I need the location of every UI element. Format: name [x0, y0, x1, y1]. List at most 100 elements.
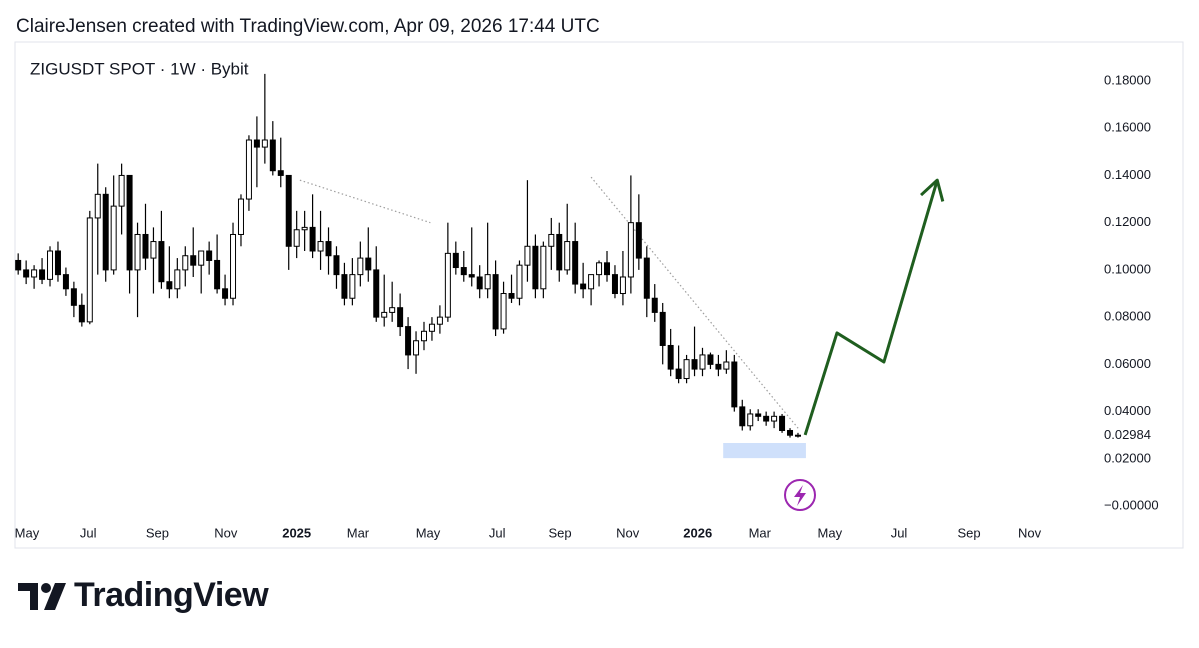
plot: 0.18000 0.16000 0.14000 0.12000 0.10000 0.080…	[15, 72, 1159, 540]
y-tick-label: 0.06000	[1104, 356, 1151, 371]
candle-body	[31, 269, 38, 278]
candle-body	[413, 340, 420, 356]
candle-body	[39, 269, 46, 280]
candle-body	[651, 297, 658, 313]
x-tick-label: Jul	[489, 525, 506, 540]
trend-line	[299, 179, 431, 224]
candle-body	[301, 226, 308, 231]
candle-body	[365, 257, 372, 271]
candle-body	[643, 257, 650, 299]
candle-body	[508, 293, 515, 299]
candle-body	[373, 269, 380, 318]
candle-body	[309, 226, 316, 252]
support-zone	[723, 443, 806, 459]
candle-body	[779, 415, 786, 431]
candle-body	[245, 139, 252, 200]
candle-body	[293, 229, 300, 247]
candle-body	[691, 359, 698, 370]
candle-body	[794, 434, 801, 437]
candle-body	[723, 361, 730, 370]
candle-body	[755, 413, 762, 417]
candle-body	[771, 415, 778, 422]
candle-body	[54, 250, 61, 276]
candle-body	[500, 293, 507, 330]
candle-body	[731, 361, 738, 408]
x-tick-label: Mar	[749, 525, 772, 540]
candle-body	[604, 262, 611, 276]
candle-body	[261, 139, 268, 148]
chart-frame	[14, 41, 1184, 549]
candle-body	[627, 222, 634, 278]
y-tick-label: 0.04000	[1104, 403, 1151, 418]
candle-body	[699, 354, 706, 370]
candle-body	[78, 304, 85, 323]
x-tick-label: May	[416, 525, 441, 540]
candle-body	[222, 288, 229, 299]
x-tick-label: Sep	[548, 525, 571, 540]
candle-body	[23, 269, 30, 278]
y-tick-label: −0.00000	[1104, 498, 1159, 513]
candle-body	[341, 274, 348, 299]
y-tick-label: 0.10000	[1104, 261, 1151, 276]
y-tick-label: 0.14000	[1104, 167, 1151, 182]
candle-body	[126, 174, 133, 271]
candle-body	[62, 274, 69, 290]
x-tick-label: Nov	[1018, 525, 1042, 540]
y-tick-label: 0.18000	[1104, 72, 1151, 87]
attribution: ClaireJensen created with TradingView.co…	[16, 16, 600, 37]
candle-body	[70, 288, 77, 306]
candle-body	[580, 283, 587, 290]
candle-body	[110, 205, 117, 271]
candle-body	[190, 255, 197, 266]
x-tick-label: Sep	[146, 525, 169, 540]
x-tick-label: 2025	[282, 525, 311, 540]
last-price-label: 0.02984	[1104, 427, 1151, 442]
forecast-arrow	[803, 179, 939, 436]
trend-line	[590, 176, 801, 431]
candle-body	[206, 250, 213, 261]
candle-body	[707, 354, 714, 365]
candle-body	[325, 241, 332, 257]
candle-body	[317, 241, 324, 252]
x-tick-label: Mar	[347, 525, 370, 540]
candle-body	[436, 316, 443, 325]
candle-body	[174, 269, 181, 290]
y-tick-label: 0.02000	[1104, 450, 1151, 465]
event-icon	[784, 479, 816, 511]
logo-text: TradingView	[74, 576, 269, 614]
candle-body	[86, 217, 93, 323]
candle-body	[683, 359, 690, 380]
candle-body	[134, 233, 141, 271]
y-tick-label: 0.16000	[1104, 120, 1151, 135]
candle-body	[150, 241, 157, 259]
candle-body	[397, 307, 404, 328]
logo-icon	[18, 583, 66, 610]
candle-body	[357, 257, 364, 276]
candle-body	[715, 363, 722, 370]
x-tick-label: Sep	[957, 525, 980, 540]
candle-body	[659, 311, 666, 346]
candle-body	[389, 307, 396, 313]
arrow-head	[920, 178, 945, 202]
candle-body	[198, 250, 205, 266]
candle-body	[214, 259, 221, 290]
candle-body	[532, 245, 539, 290]
x-tick-label: 2026	[683, 525, 712, 540]
candle-body	[230, 233, 237, 299]
candle-body	[564, 241, 571, 271]
candle-body	[619, 276, 626, 295]
candle-body	[763, 415, 770, 422]
x-tick-label: May	[15, 525, 40, 540]
candle-body	[516, 264, 523, 299]
candle-body	[102, 193, 109, 271]
x-tick-label: Jul	[80, 525, 97, 540]
candle-body	[492, 274, 499, 330]
y-tick-label: 0.12000	[1104, 214, 1151, 229]
candle-body	[428, 323, 435, 332]
candle-body	[747, 413, 754, 427]
candle-body	[484, 274, 491, 290]
chart-title: ZIGUSDT SPOT · 1W · Bybit	[30, 59, 249, 78]
candle-body	[556, 233, 563, 271]
